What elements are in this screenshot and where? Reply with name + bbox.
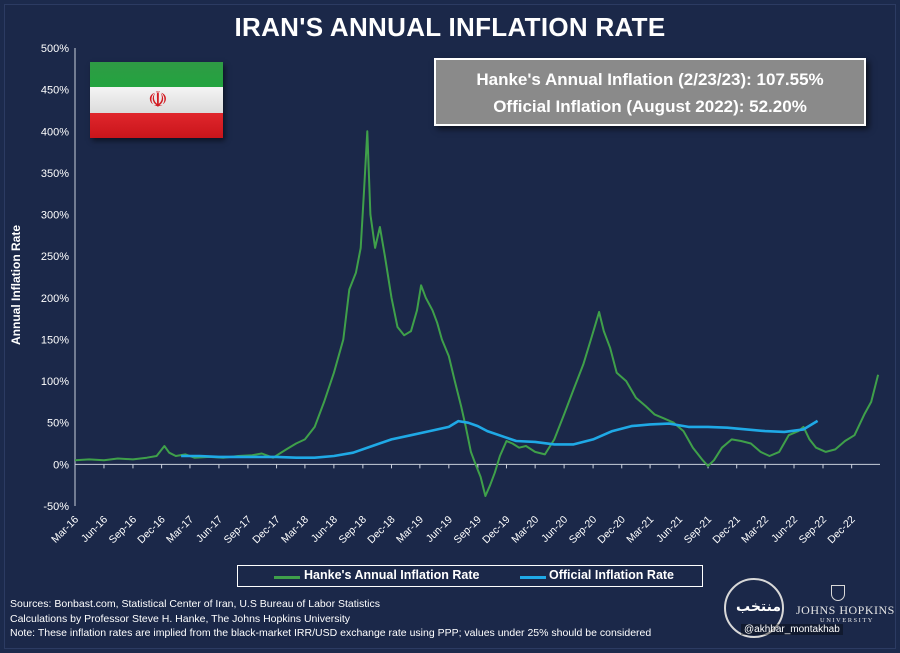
y-tick-label: 500% — [41, 43, 69, 55]
y-tick-label: 100% — [41, 376, 69, 388]
x-tick-label: Dec-18 — [365, 514, 398, 547]
x-tick-label: Sep-21 — [682, 514, 715, 547]
x-tick-label: Mar-19 — [394, 514, 426, 546]
watermark-logo-icon — [724, 578, 784, 638]
iran-flag-icon: ☫ — [90, 62, 223, 138]
hanke-inflation-line — [74, 130, 880, 497]
legend-label-hanke: Hanke's Annual Inflation Rate — [304, 568, 480, 582]
x-tick-label: Mar-21 — [624, 514, 656, 546]
note-line: Note: These inflation rates are implied … — [10, 627, 652, 639]
x-tick-label: Sep-20 — [567, 514, 600, 547]
jhu-logo-sub: UNIVERSITY — [820, 617, 874, 624]
y-tick-label: 350% — [41, 168, 69, 180]
x-tick-label: Mar-17 — [164, 514, 196, 546]
y-tick-label: 200% — [41, 293, 69, 305]
legend-swatch-official — [520, 576, 546, 579]
x-tick-labels: Mar-16Jun-16Sep-16Dec-16Mar-17Jun-17Sep-… — [49, 464, 858, 546]
y-tick-labels: -50% 0% 50% 100% 150% 200% 250% 300% 350% 400% 450… — [41, 43, 69, 513]
x-tick-label: Sep-19 — [452, 514, 485, 547]
y-axis-label: Annual Inflation Rate — [9, 225, 23, 345]
jhu-logo-name: JOHNS HOPKINS — [796, 603, 895, 617]
official-inflation-summary: Official Inflation (August 2022): 52.20% — [493, 97, 807, 116]
x-tick-label: Mar-16 — [49, 514, 81, 546]
x-tick-label: Dec-22 — [825, 514, 858, 547]
legend-swatch-hanke — [274, 576, 300, 579]
x-tick-label: Jun-18 — [309, 514, 340, 545]
sources-line: Sources: Bonbast.com, Statistical Center… — [10, 598, 381, 610]
x-tick-label: Mar-22 — [739, 514, 771, 546]
x-tick-label: Mar-20 — [509, 514, 541, 546]
x-tick-label: Jun-19 — [424, 514, 455, 545]
y-tick-label: 0% — [53, 459, 69, 471]
legend-label-official: Official Inflation Rate — [549, 568, 675, 582]
y-tick-label: 450% — [41, 85, 69, 97]
jhu-shield-icon — [831, 585, 845, 601]
watermark-text: منتخب — [736, 598, 782, 614]
x-tick-label: Sep-16 — [107, 514, 140, 547]
x-tick-label: Jun-22 — [769, 514, 800, 545]
x-tick-label: Jun-21 — [654, 514, 685, 545]
chart-title: IRAN'S ANNUAL INFLATION RATE — [234, 12, 666, 42]
chart-legend: Hanke's Annual Inflation Rate Official I… — [237, 565, 703, 587]
x-tick-label: Sep-18 — [337, 514, 370, 547]
x-tick-label: Dec-20 — [595, 514, 628, 547]
x-tick-label: Dec-16 — [135, 514, 168, 547]
sources-note: Sources: Bonbast.com, Statistical Center… — [10, 597, 651, 641]
x-tick-label: Dec-19 — [480, 514, 513, 547]
series-lines — [74, 130, 880, 497]
calculations-line: Calculations by Professor Steve H. Hanke… — [10, 612, 351, 625]
y-tick-label: 150% — [41, 334, 69, 346]
x-tick-label: Mar-18 — [279, 514, 311, 546]
x-tick-label: Dec-21 — [710, 514, 743, 547]
y-tick-label: -50% — [43, 501, 69, 513]
y-tick-label: 250% — [41, 251, 69, 263]
x-tick-label: Sep-22 — [797, 514, 830, 547]
watermark-handle: @akhbar_montakhab — [741, 624, 843, 635]
x-tick-label: Sep-17 — [222, 514, 255, 547]
y-tick-label: 300% — [41, 210, 69, 222]
y-tick-label: 400% — [41, 126, 69, 138]
inflation-summary-box: Hanke's Annual Inflation (2/23/23): 107.… — [434, 58, 866, 126]
hanke-inflation-summary: Hanke's Annual Inflation (2/23/23): 107.… — [476, 70, 824, 89]
x-tick-label: Jun-20 — [539, 514, 570, 545]
y-tick-label: 50% — [47, 418, 69, 430]
x-tick-label: Jun-16 — [79, 514, 110, 545]
x-tick-label: Jun-17 — [194, 514, 225, 545]
x-tick-label: Dec-17 — [250, 514, 283, 547]
official-inflation-line — [181, 419, 819, 459]
